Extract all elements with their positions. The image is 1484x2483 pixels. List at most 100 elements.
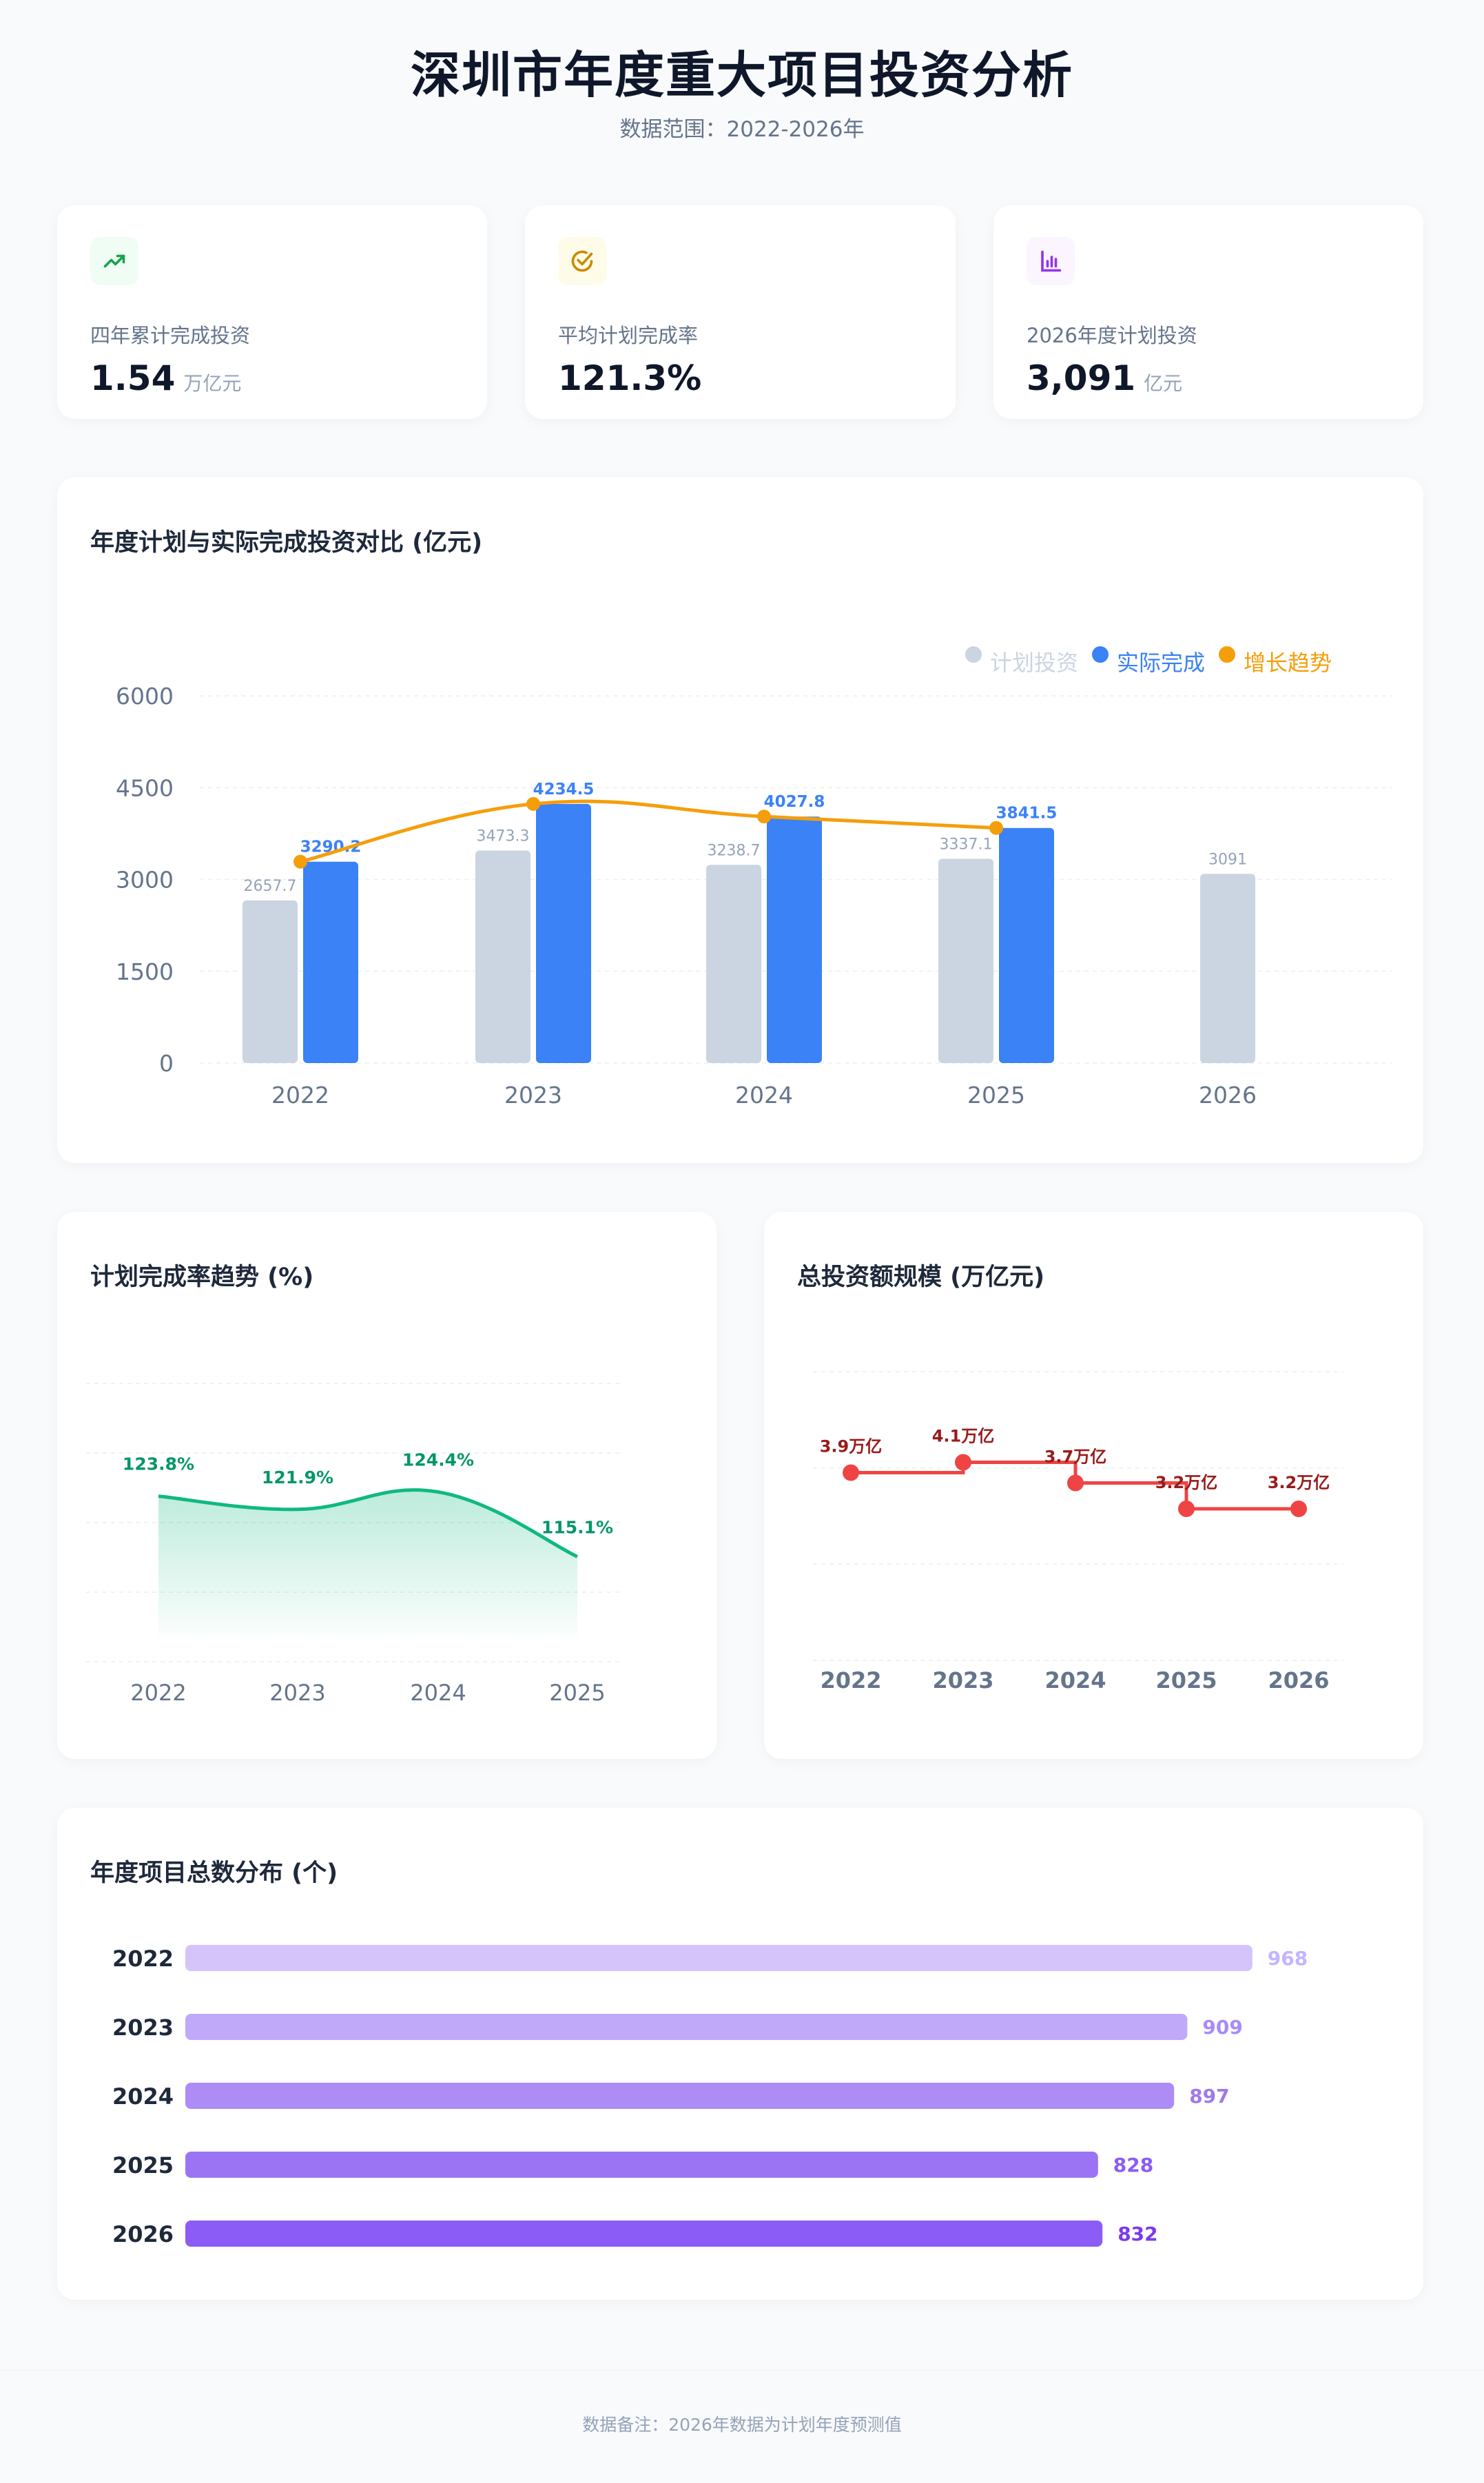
x-tick-label: 2022 xyxy=(820,1667,881,1693)
area-chart: 123.8% 2022 121.9% 2023 124.4% 2024 115.1% 2025 xyxy=(86,1383,620,1706)
project-count-card: 年度项目总数分布 (个) xyxy=(57,1808,1423,2300)
y-category-label: 2022 xyxy=(112,1946,174,1972)
step-chart: 3.9万亿 2022 4.1万亿 2023 3.7万亿 2024 3.2万亿 2025 3.2万… xyxy=(813,1371,1343,1693)
kpi-card-2026-plan: 2026年度计划投资 3,091 亿元 xyxy=(993,205,1423,419)
bar-actual xyxy=(767,816,822,1063)
horizontal-bar-chart: 2022 968 2023 909 2024 897 2025 828 2026 832 xyxy=(112,1945,1308,2247)
kpi-unit: 万亿元 xyxy=(183,372,242,395)
data-label-plan: 2657.7 xyxy=(244,878,297,895)
y-tick-label: 4500 xyxy=(116,774,174,801)
x-tick-label: 2024 xyxy=(735,1082,793,1109)
kpi-value: 121.3% xyxy=(558,358,701,398)
y-tick-label: 1500 xyxy=(116,958,174,985)
trend-point xyxy=(989,821,1003,835)
data-point xyxy=(843,1464,859,1481)
project-count-bar xyxy=(185,2014,1188,2040)
kpi-number: 1.54 xyxy=(90,358,176,398)
y-category-label: 2026 xyxy=(112,2221,174,2247)
data-label-actual: 4027.8 xyxy=(764,793,825,811)
trend-point xyxy=(293,854,307,869)
completion-rate-card: 计划完成率趋势 (%) xyxy=(57,1212,717,1759)
data-point xyxy=(1067,1474,1084,1492)
data-label-plan: 3091 xyxy=(1208,851,1247,868)
kpi-card-completion-rate: 平均计划完成率 121.3% xyxy=(525,205,956,419)
kpi-label: 四年累计完成投资 xyxy=(90,324,251,347)
bar-plan xyxy=(243,900,298,1063)
bar-actual xyxy=(999,827,1054,1063)
data-label: 909 xyxy=(1202,2016,1242,2039)
x-tick-label: 2024 xyxy=(410,1680,466,1706)
legend-marker xyxy=(1092,646,1109,663)
data-label-plan: 3473.3 xyxy=(477,827,530,845)
project-count-bar xyxy=(185,2152,1098,2178)
data-label: 115.1% xyxy=(542,1517,613,1537)
legend-label: 计划投资 xyxy=(990,650,1078,676)
x-tick-label: 2022 xyxy=(130,1680,186,1706)
kpi-label: 2026年度计划投资 xyxy=(1027,324,1197,347)
legend-label: 增长趋势 xyxy=(1244,650,1332,676)
x-tick-label: 2025 xyxy=(1155,1667,1217,1693)
data-point xyxy=(955,1454,971,1471)
legend-marker xyxy=(1219,646,1235,663)
data-label: 3.2万亿 xyxy=(1155,1473,1218,1492)
chart-title: 年度项目总数分布 (个) xyxy=(90,1859,338,1887)
legend-label: 实际完成 xyxy=(1117,650,1205,676)
x-tick-label: 2022 xyxy=(271,1082,329,1109)
trend-line xyxy=(300,799,997,864)
chart-title: 计划完成率趋势 (%) xyxy=(90,1264,314,1291)
y-tick-label: 0 xyxy=(159,1050,174,1077)
area-fill xyxy=(158,1490,577,1636)
bar-plan xyxy=(475,850,530,1063)
data-label: 121.9% xyxy=(262,1467,333,1487)
x-tick-label: 2026 xyxy=(1199,1082,1257,1109)
data-label-plan: 3337.1 xyxy=(940,836,993,854)
data-label-actual: 3841.5 xyxy=(996,805,1058,823)
data-point xyxy=(1290,1501,1307,1517)
data-label-actual: 4234.5 xyxy=(533,781,595,799)
y-tick-label: 3000 xyxy=(116,867,174,894)
footer-divider xyxy=(0,2370,1484,2371)
chart-title: 年度计划与实际完成投资对比 (亿元) xyxy=(90,529,483,557)
data-label: 4.1万亿 xyxy=(932,1427,995,1446)
x-tick-label: 2023 xyxy=(269,1680,325,1706)
x-tick-label: 2023 xyxy=(932,1667,993,1693)
x-tick-label: 2024 xyxy=(1044,1667,1106,1693)
y-category-label: 2025 xyxy=(112,2152,174,2178)
project-count-bar xyxy=(185,1945,1253,1971)
y-category-label: 2023 xyxy=(112,2015,174,2041)
y-tick-label: 6000 xyxy=(116,683,174,710)
footer-note: 数据备注：2026年数据为计划年度预测值 xyxy=(582,2415,902,2435)
data-label-plan: 3238.7 xyxy=(708,842,761,859)
kpi-card-total-investment: 四年累计完成投资 1.54 万亿元 xyxy=(57,205,487,419)
bar-actual xyxy=(303,861,358,1063)
y-category-label: 2024 xyxy=(112,2083,174,2110)
kpi-unit: 亿元 xyxy=(1144,372,1183,395)
data-label: 968 xyxy=(1268,1947,1308,1970)
legend-marker xyxy=(965,646,982,663)
bar-plan xyxy=(1200,874,1255,1063)
bar-plan xyxy=(706,865,761,1063)
kpi-value: 1.54 万亿元 xyxy=(90,358,241,398)
kpi-number: 3,091 xyxy=(1027,358,1136,398)
kpi-value: 3,091 亿元 xyxy=(1027,358,1182,398)
chart-title: 总投资额规模 (万亿元) xyxy=(797,1264,1045,1291)
project-count-bar xyxy=(185,2221,1103,2247)
bar-actual xyxy=(536,803,591,1063)
data-point xyxy=(1178,1501,1195,1517)
check-circle-icon xyxy=(558,237,606,285)
x-tick-label: 2023 xyxy=(504,1082,562,1109)
kpi-label: 平均计划完成率 xyxy=(558,324,699,347)
data-label: 3.9万亿 xyxy=(820,1437,883,1456)
trend-point xyxy=(757,810,771,824)
data-label: 123.8% xyxy=(123,1454,194,1474)
data-label: 3.2万亿 xyxy=(1268,1473,1330,1492)
data-label: 897 xyxy=(1189,2085,1229,2108)
rate-line xyxy=(158,1488,579,1558)
data-label: 832 xyxy=(1117,2223,1157,2245)
kpi-number: 121.3% xyxy=(558,358,702,398)
page-title: 深圳市年度重大项目投资分析 xyxy=(410,46,1073,104)
x-tick-label: 2026 xyxy=(1268,1667,1329,1693)
data-label: 828 xyxy=(1113,2154,1153,2176)
trending-up-icon xyxy=(90,237,138,285)
